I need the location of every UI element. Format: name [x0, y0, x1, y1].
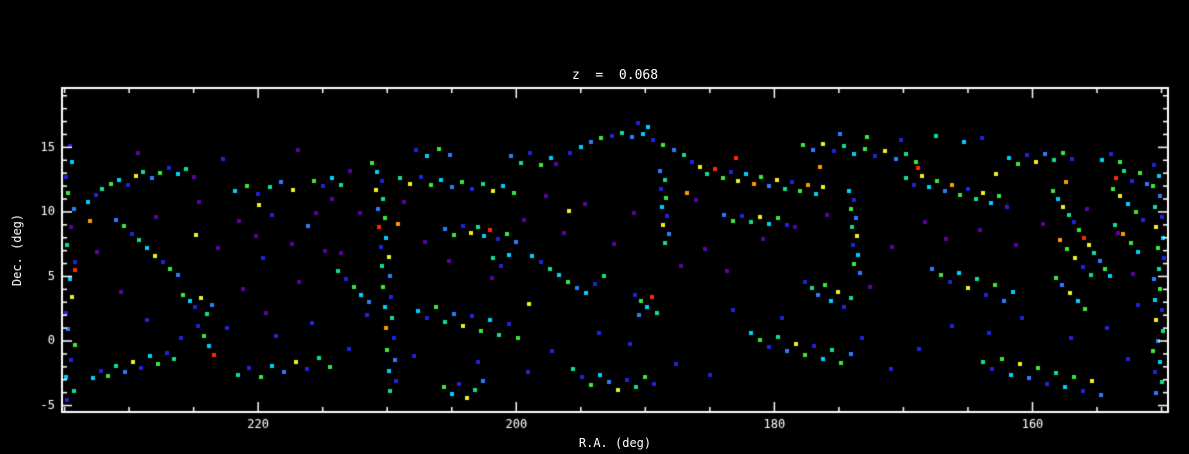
- x-axis-label: R.A. (deg): [578, 436, 652, 450]
- y-axis-label: Dec. (deg): [10, 213, 24, 287]
- chart-title: z = 0.068: [571, 68, 659, 83]
